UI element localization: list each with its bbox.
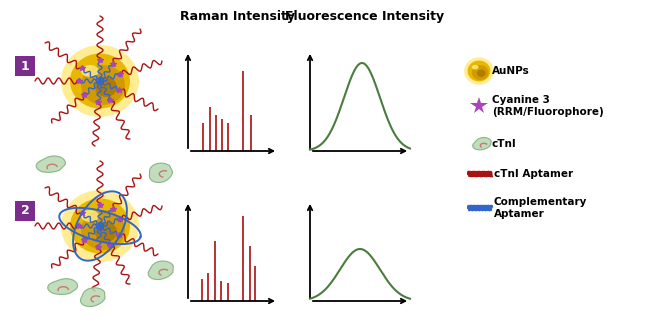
- Polygon shape: [148, 261, 174, 279]
- Polygon shape: [47, 279, 77, 294]
- Ellipse shape: [95, 77, 117, 97]
- Text: Fluorescence Intensity: Fluorescence Intensity: [285, 10, 445, 23]
- Ellipse shape: [81, 210, 99, 222]
- Ellipse shape: [61, 45, 139, 117]
- FancyBboxPatch shape: [15, 201, 35, 221]
- Ellipse shape: [70, 53, 130, 109]
- Polygon shape: [473, 138, 491, 150]
- Ellipse shape: [472, 65, 489, 80]
- Text: Raman Intensity: Raman Intensity: [180, 10, 295, 23]
- Ellipse shape: [81, 210, 125, 250]
- Ellipse shape: [81, 65, 125, 105]
- Ellipse shape: [61, 190, 139, 262]
- Text: AuNPs: AuNPs: [492, 66, 530, 76]
- Ellipse shape: [70, 199, 130, 254]
- Text: cTnI Aptamer: cTnI Aptamer: [494, 169, 573, 179]
- Text: Complementary
Aptamer: Complementary Aptamer: [494, 197, 588, 219]
- Ellipse shape: [472, 65, 478, 69]
- Polygon shape: [81, 288, 105, 306]
- Ellipse shape: [464, 57, 494, 85]
- Ellipse shape: [95, 222, 117, 242]
- Text: Cyanine 3
(RRM/Fluorophore): Cyanine 3 (RRM/Fluorophore): [492, 95, 604, 117]
- Text: 2: 2: [21, 204, 29, 217]
- Text: cTnI: cTnI: [492, 139, 517, 149]
- Text: 1: 1: [21, 60, 29, 72]
- FancyBboxPatch shape: [15, 56, 35, 76]
- Polygon shape: [36, 156, 66, 172]
- Ellipse shape: [467, 61, 490, 82]
- Ellipse shape: [81, 65, 99, 77]
- Polygon shape: [150, 163, 173, 183]
- Ellipse shape: [477, 69, 486, 77]
